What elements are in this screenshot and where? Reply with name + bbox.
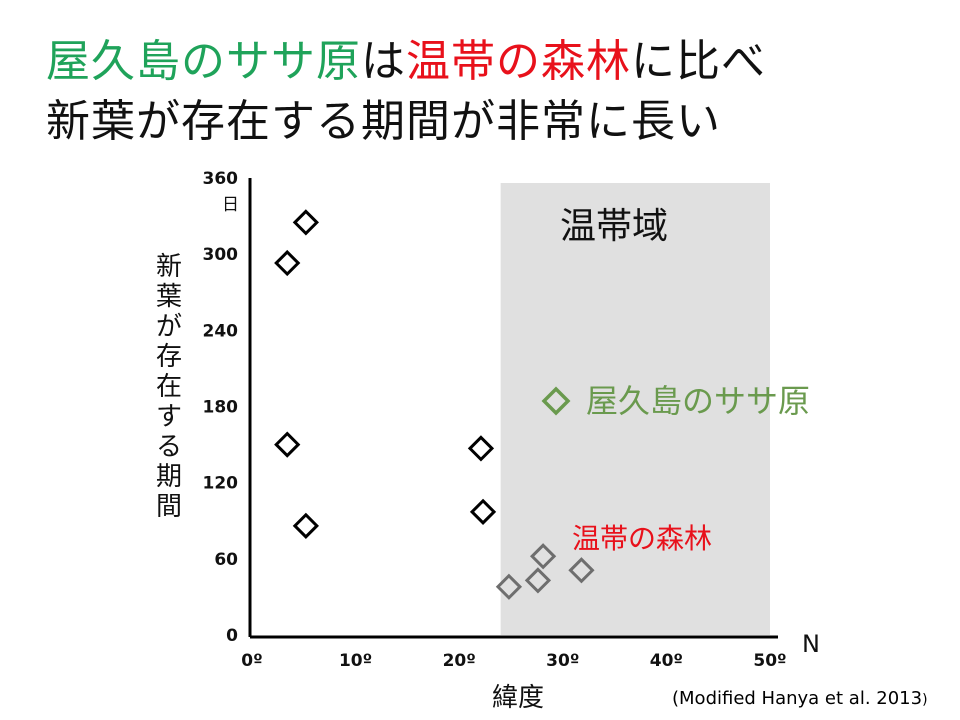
legend-yakushima: 屋久島のササ原 <box>541 382 810 420</box>
data-points <box>274 209 595 600</box>
region-label: 温帯域 <box>560 206 668 247</box>
data-point-1-2 <box>529 543 557 570</box>
y-title-char: る <box>156 432 182 462</box>
title-segment-2: 温帯の森林 <box>406 36 631 87</box>
title-segment-1: は <box>361 36 406 87</box>
x-tick-labels: 0º 10º 20º 30º 40º 50º <box>241 651 786 671</box>
y-title-char: 間 <box>156 492 182 522</box>
y-tick-60: 60 <box>214 550 238 570</box>
x-unit-label: N <box>802 630 820 658</box>
x-tick-0: 0º <box>241 651 262 671</box>
source-citation: (Modified Hanya et al. 2013) <box>672 688 928 709</box>
y-axis-title: 新葉が存在する期間 <box>156 252 182 522</box>
slide-title-line-1: 屋久島のササ原は温帯の森林に比べ <box>46 36 766 88</box>
x-tick-30: 30º <box>546 651 579 671</box>
x-tick-50: 50º <box>753 651 786 671</box>
slide-title-line-2: 新葉が存在する期間が非常に長い <box>46 96 721 147</box>
y-tick-labels: 0 60 120 180 240 300 360 <box>203 169 239 646</box>
temperate-region <box>500 183 770 635</box>
data-point-1-1 <box>524 567 552 594</box>
y-title-char: 存 <box>156 342 182 372</box>
y-unit-label: 日 <box>222 195 239 215</box>
title-segment-3: に比べ <box>631 36 766 87</box>
x-tick-40: 40º <box>650 651 683 671</box>
y-title-char: 期 <box>156 462 182 492</box>
x-tick-20: 20º <box>443 651 476 671</box>
y-title-char: 新 <box>156 252 182 282</box>
y-tick-360: 360 <box>203 169 239 189</box>
legend-label-yakushima: 屋久島のササ原 <box>586 382 810 420</box>
source-close-paren: ) <box>922 692 928 708</box>
legend-marker-yakushima <box>541 386 571 416</box>
y-tick-300: 300 <box>203 245 239 265</box>
y-title-char: 在 <box>156 372 182 402</box>
source-text: (Modified Hanya et al. 2013 <box>672 688 923 709</box>
data-point-0-4 <box>467 435 495 462</box>
data-point-0-0 <box>292 209 319 236</box>
data-point-1-0 <box>495 573 523 600</box>
y-tick-180: 180 <box>203 398 239 418</box>
data-point-0-1 <box>274 249 301 277</box>
legend-temperate-forest: 温帯の森林 <box>572 522 712 555</box>
y-title-char: す <box>156 402 182 432</box>
data-point-0-3 <box>292 512 319 539</box>
x-axis-title: 緯度 <box>492 683 544 713</box>
y-title-char: が <box>156 312 182 342</box>
y-tick-120: 120 <box>203 474 239 494</box>
data-point-1-3 <box>568 557 595 584</box>
title-segment-0: 屋久島のササ原 <box>46 36 361 87</box>
y-title-char: 葉 <box>156 282 182 312</box>
data-point-0-2 <box>274 431 301 458</box>
y-tick-240: 240 <box>203 321 239 341</box>
x-tick-10: 10º <box>339 651 372 671</box>
data-point-0-5 <box>469 498 497 525</box>
y-tick-0: 0 <box>226 626 238 646</box>
